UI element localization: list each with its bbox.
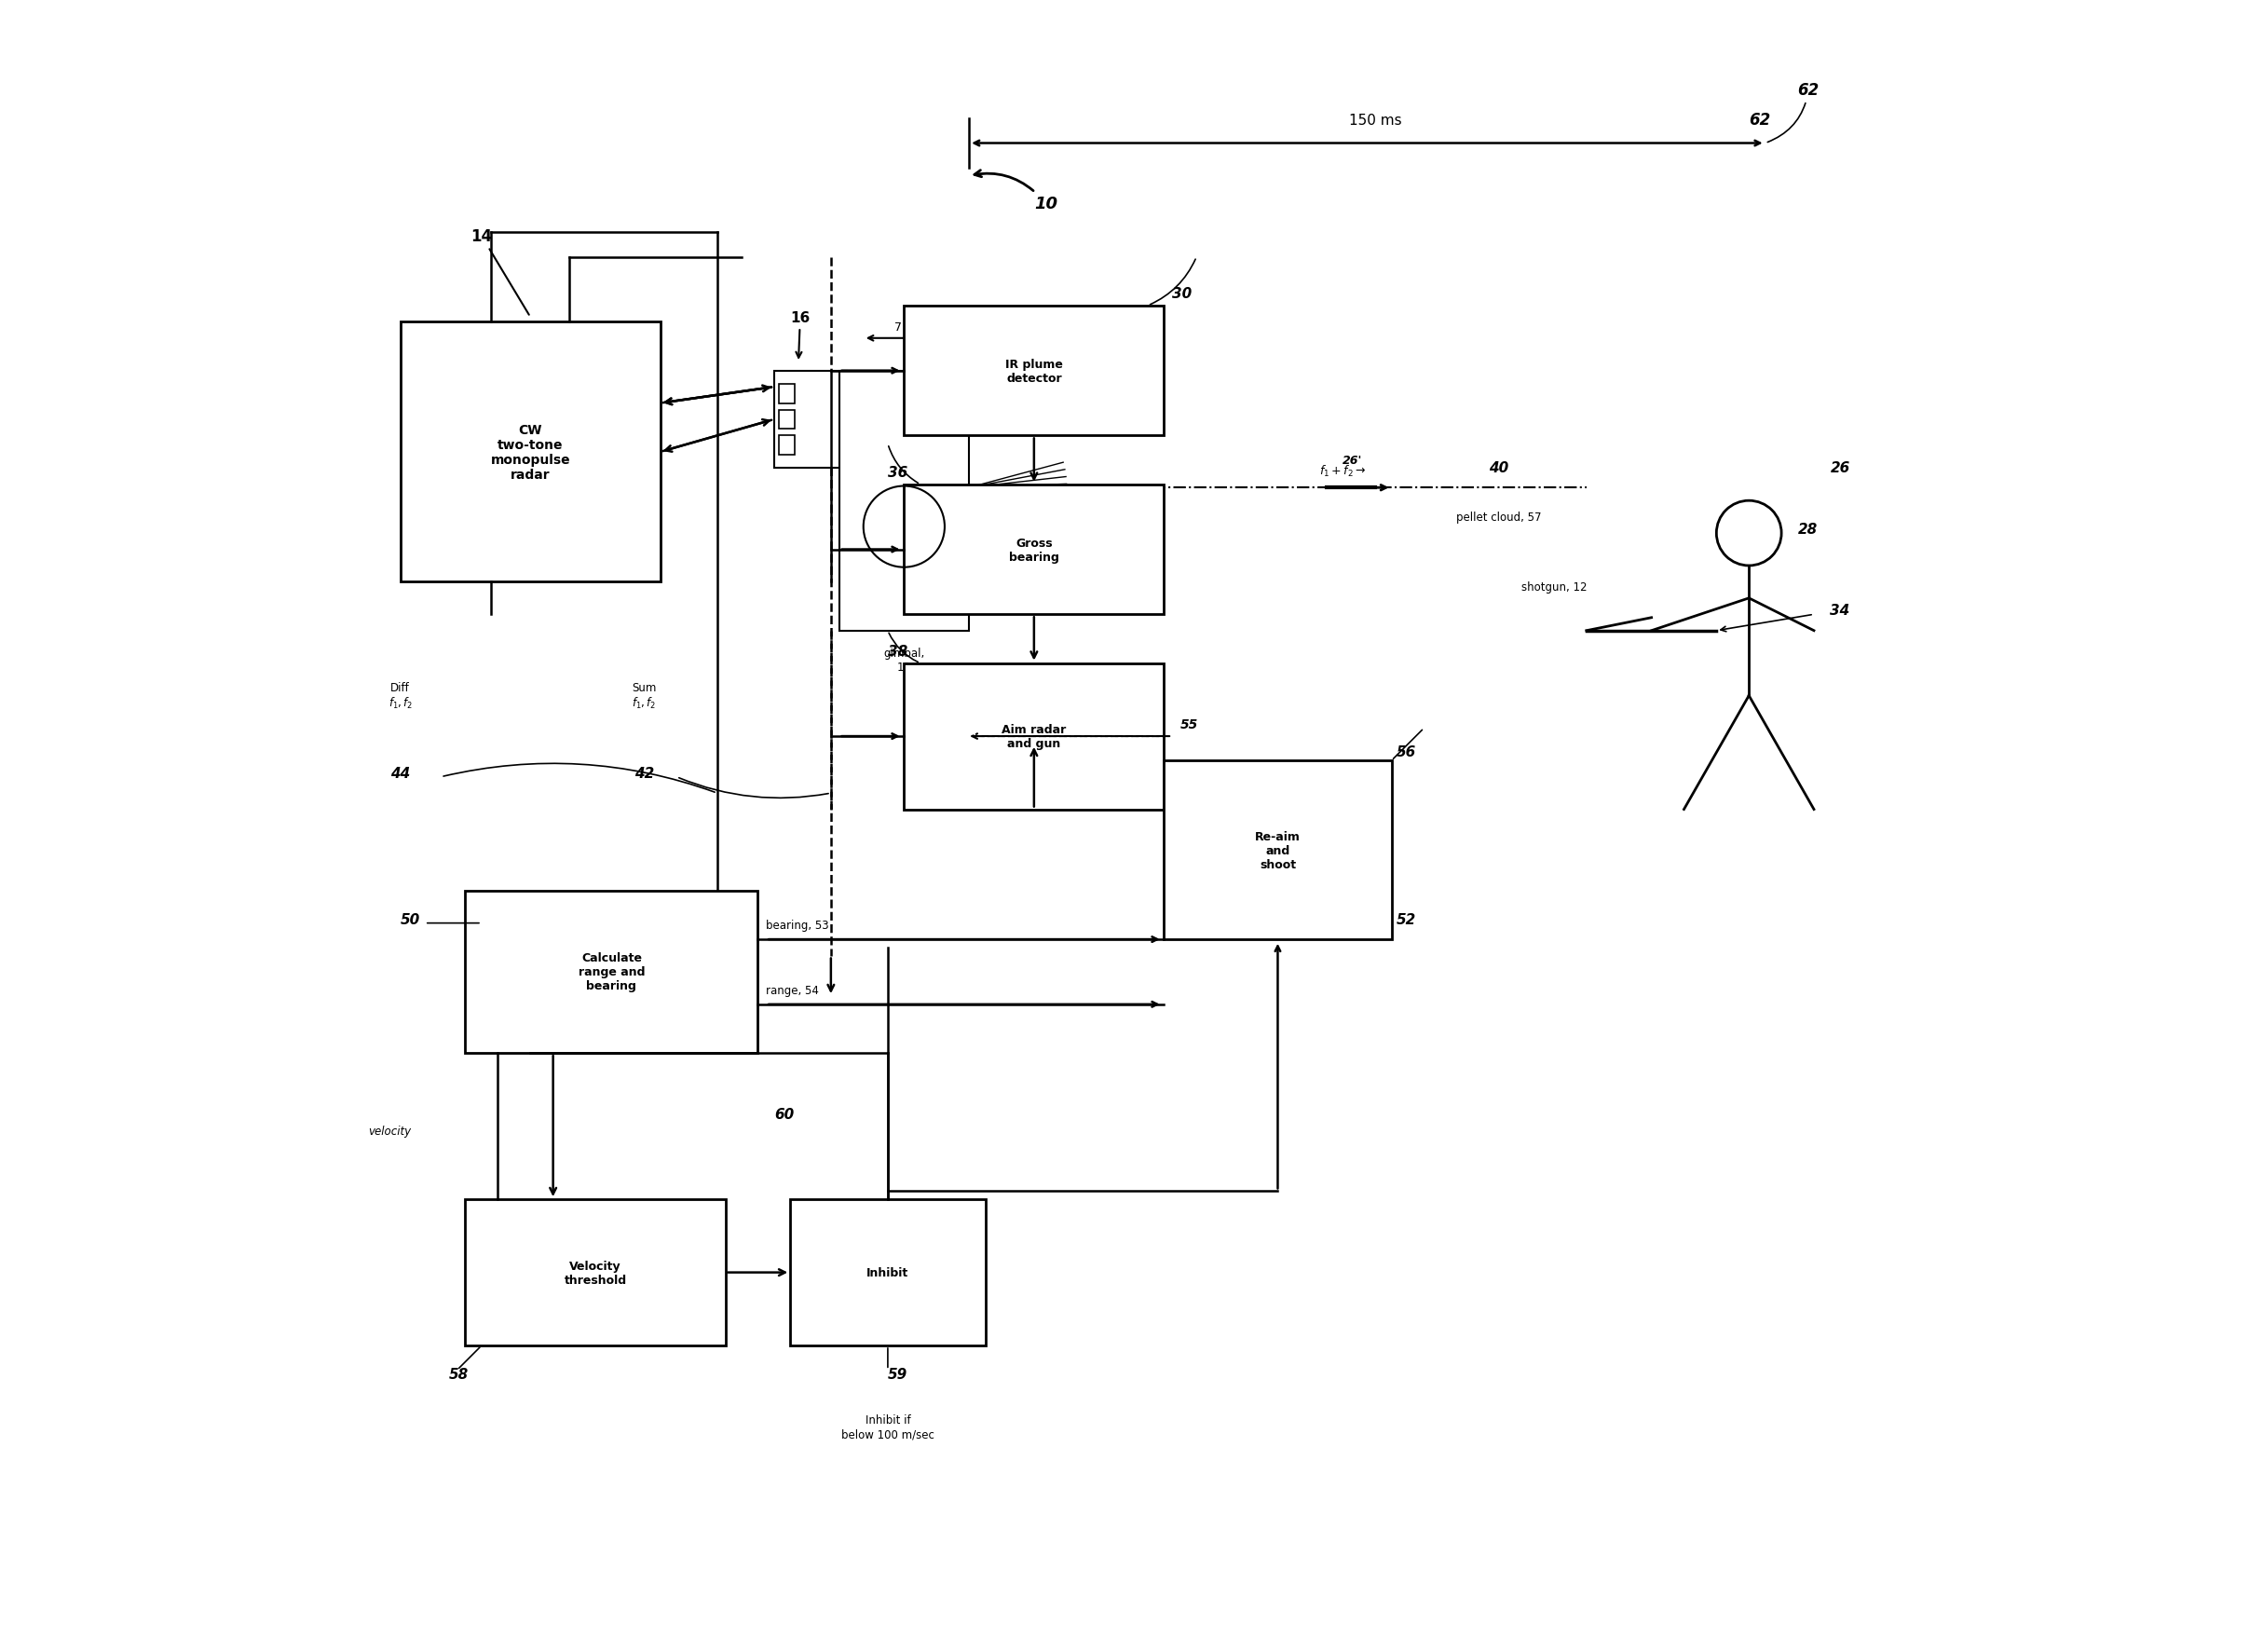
Text: bearing, 53: bearing, 53 [765,919,828,932]
Text: 60: 60 [774,1107,794,1122]
Text: Diff
$f_1, f_2$: Diff $f_1, f_2$ [387,681,412,710]
Text: 30: 30 [1172,287,1193,301]
Text: 34: 34 [1831,603,1849,618]
FancyBboxPatch shape [466,1199,726,1346]
Text: 42: 42 [634,767,654,780]
Text: pellet cloud, 57: pellet cloud, 57 [1457,512,1541,524]
Text: 36: 36 [887,466,907,479]
Text: velocity: velocity [369,1125,412,1137]
Text: 59: 59 [887,1366,907,1381]
FancyBboxPatch shape [1163,762,1392,940]
Text: 26': 26' [1342,454,1362,466]
Text: Aim radar
and gun: Aim radar and gun [1003,724,1066,750]
FancyBboxPatch shape [778,385,794,403]
Text: Inhibit if
below 100 m/sec: Inhibit if below 100 m/sec [842,1414,935,1441]
Text: 62: 62 [1767,83,1819,144]
Text: 44: 44 [391,767,410,780]
FancyBboxPatch shape [903,306,1163,436]
FancyBboxPatch shape [774,372,846,469]
Text: 56: 56 [1396,745,1417,758]
FancyBboxPatch shape [778,436,794,456]
Text: Re-aim
and
shoot: Re-aim and shoot [1256,831,1301,871]
Text: 20: 20 [855,401,874,415]
Text: 14: 14 [471,228,530,316]
FancyBboxPatch shape [778,410,794,430]
Text: 58: 58 [448,1366,468,1381]
Text: 16: 16 [790,311,810,358]
Text: Gross
bearing: Gross bearing [1009,537,1059,563]
Text: $f_1 + f_2 \rightarrow$: $f_1 + f_2 \rightarrow$ [1319,464,1367,479]
Text: Inhibit: Inhibit [867,1267,910,1279]
Text: 38: 38 [887,644,907,657]
FancyBboxPatch shape [401,322,661,583]
Text: 50: 50 [401,912,421,927]
FancyBboxPatch shape [903,486,1163,615]
Text: range, 54: range, 54 [765,985,819,996]
Text: 62: 62 [1749,111,1770,129]
FancyBboxPatch shape [903,664,1163,809]
Text: 150 ms: 150 ms [1349,114,1401,127]
Text: shotgun, 12: shotgun, 12 [1521,582,1586,593]
Text: gimbal,
13: gimbal, 13 [883,648,926,674]
FancyBboxPatch shape [790,1199,984,1346]
FancyBboxPatch shape [840,372,969,631]
Text: 7 meters: 7 meters [894,322,946,334]
Text: 28: 28 [1797,522,1817,537]
Text: Calculate
range and
bearing: Calculate range and bearing [579,952,645,993]
Text: 52: 52 [1396,912,1417,927]
Text: Velocity
threshold: Velocity threshold [563,1259,627,1285]
Text: Sum
$f_1, f_2$: Sum $f_1, f_2$ [631,681,656,710]
Text: CW
two-tone
monopulse
radar: CW two-tone monopulse radar [491,423,570,482]
Text: IR plume
detector: IR plume detector [1005,358,1064,385]
Text: 40: 40 [1489,461,1509,474]
Text: 22: 22 [855,368,874,382]
Text: 55: 55 [1181,719,1197,732]
Text: 18: 18 [855,434,874,448]
FancyBboxPatch shape [466,890,758,1054]
Text: 26: 26 [1831,461,1849,474]
Text: 10: 10 [975,172,1057,213]
